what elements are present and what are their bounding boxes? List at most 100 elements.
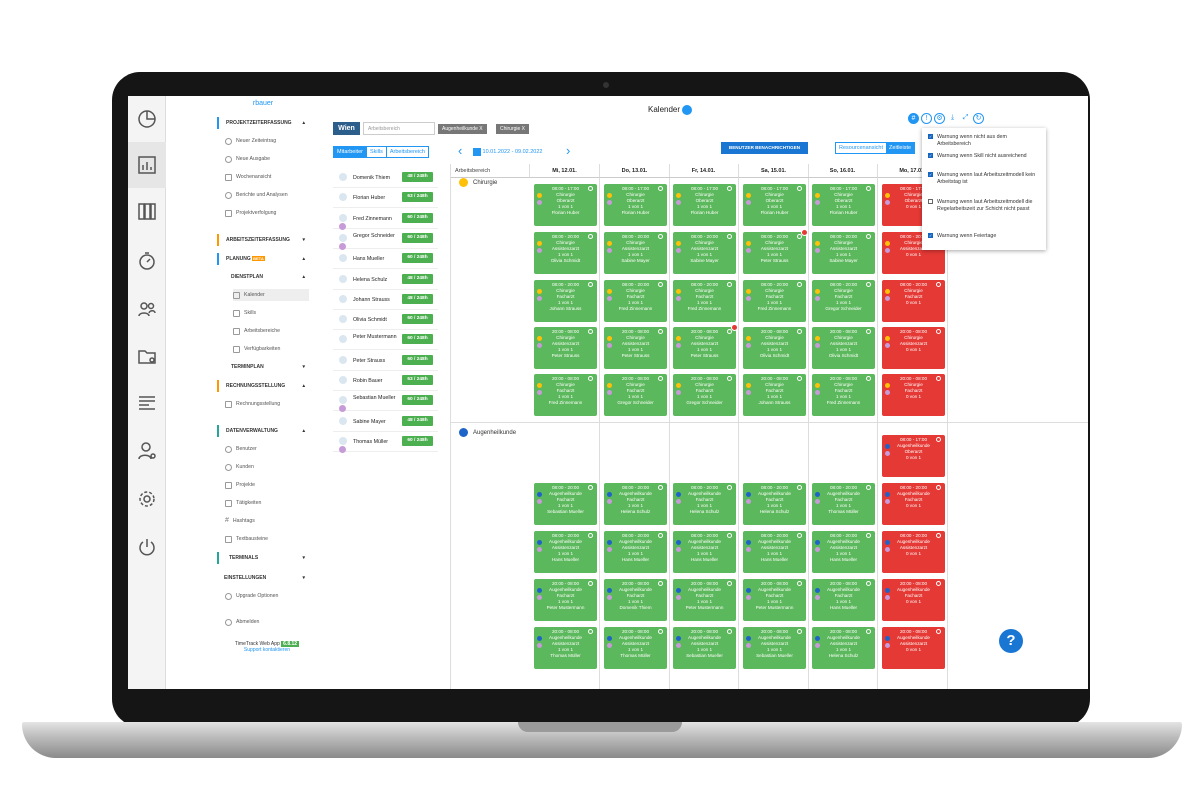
section-einstellungen[interactable]: EINSTELLUNGEN ▾: [217, 572, 309, 584]
shift-card[interactable]: 20:00 - 08:00 Augenheilkunde Assistenzarzt…: [534, 627, 597, 669]
team-settings-icon[interactable]: [128, 286, 166, 332]
nav-taetigkeiten[interactable]: Tätigkeiten: [225, 497, 309, 509]
shift-card[interactable]: 08:00 - 20:00 Augenheilkunde Facharzt 1 von…: [604, 483, 667, 525]
shift-card[interactable]: 20:00 - 08:00 Chirurgie Facharzt 1 von 1 Joh…: [743, 374, 806, 416]
shift-card[interactable]: 08:00 - 20:00 Augenheilkunde Assistenzarzt…: [534, 531, 597, 573]
filter-chip-chirurgie[interactable]: Chirurgie X: [496, 124, 530, 134]
shift-card[interactable]: 20:00 - 08:00 Augenheilkunde Assistenzarzt…: [673, 627, 736, 669]
shift-card[interactable]: 08:00 - 20:00 Chirurgie Assistenzarzt 1 von…: [534, 232, 597, 274]
warning-settings-icon[interactable]: !: [921, 113, 932, 124]
list-icon[interactable]: [128, 380, 166, 426]
shift-card[interactable]: 08:00 - 20:00 Chirurgie Assistenzarzt 1 von…: [604, 232, 667, 274]
shift-card[interactable]: 20:00 - 08:00 Augenheilkunde Assistenzarzt…: [882, 627, 945, 669]
shift-card[interactable]: 08:00 - 20:00 Chirurgie Facharzt 0 von 1: [882, 280, 945, 322]
shift-card[interactable]: 20:00 - 08:00 Chirurgie Assistenzarzt 1 von…: [743, 327, 806, 369]
employee-row[interactable]: Hans Mueller 60 / 248h: [333, 249, 438, 270]
tab-mitarbeiter[interactable]: Mitarbeiter: [334, 147, 367, 157]
filter-chip-augenheilkunde[interactable]: Augenheilkunde X: [438, 124, 487, 134]
warning-option[interactable]: ✓ Warnung wenn nicht aus dem Arbeitsberei…: [928, 134, 1041, 147]
shift-card[interactable]: 08:00 - 20:00 Chirurgie Assistenzarzt 1 von…: [673, 232, 736, 274]
help-button[interactable]: ?: [999, 629, 1023, 653]
date-range[interactable]: 10.01.2022 - 09.02.2022: [473, 146, 542, 158]
shift-card[interactable]: 08:00 - 20:00 Chirurgie Facharzt 1 von 1 Fre…: [743, 280, 806, 322]
employee-row[interactable]: Fred Zinnemann 60 / 248h: [333, 209, 438, 230]
shift-card[interactable]: 20:00 - 08:00 Augenheilkunde Assistenzarzt…: [604, 627, 667, 669]
shift-card[interactable]: 20:00 - 08:00 Chirurgie Facharzt 1 von 1 Gre…: [673, 374, 736, 416]
shift-card[interactable]: 08:00 - 20:00 Chirurgie Facharzt 1 von 1 Gre…: [812, 280, 875, 322]
nav-upgrade[interactable]: Upgrade Optionen: [225, 590, 309, 602]
shift-card[interactable]: 20:00 - 08:00 Augenheilkunde Facharzt 1 von…: [604, 579, 667, 621]
shift-card[interactable]: 20:00 - 08:00 Chirurgie Assistenzarzt 0 von…: [882, 327, 945, 369]
section-planung[interactable]: PLANUNG BETA ▴: [217, 253, 309, 265]
binders-icon[interactable]: [128, 188, 166, 234]
checkbox[interactable]: [928, 199, 933, 204]
nav-berichte[interactable]: Berichte und Analysen: [225, 189, 309, 201]
shift-card[interactable]: 20:00 - 08:00 Chirurgie Facharzt 1 von 1 Fre…: [812, 374, 875, 416]
section-datenverwaltung[interactable]: DATENVERWALTUNG ▴: [217, 425, 309, 437]
shift-card[interactable]: 08:00 - 20:00 Augenheilkunde Assistenzarzt…: [743, 531, 806, 573]
shift-card[interactable]: 08:00 - 20:00 Augenheilkunde Facharzt 1 von…: [743, 483, 806, 525]
nav-textbausteine[interactable]: Textbausteine: [225, 533, 309, 545]
employee-row[interactable]: Gregor Schneider 60 / 248h: [333, 229, 438, 250]
section-arbeitszeiterfassung[interactable]: ARBEITSZEITERFASSUNG ▾: [217, 234, 309, 246]
tab-arbeitsbereich[interactable]: Arbeitsbereich: [389, 149, 425, 155]
nav-skills[interactable]: Skills: [233, 307, 309, 319]
shift-card[interactable]: 08:00 - 17:00 Chirurgie Oberarzt 1 von 1 Flo…: [743, 184, 806, 226]
prev-arrow-icon[interactable]: ‹: [458, 143, 463, 158]
subsection-dienstplan[interactable]: DIENSTPLAN ▴: [217, 271, 309, 283]
tab-zeitleiste[interactable]: Zeitleiste: [886, 143, 915, 153]
shift-card[interactable]: 20:00 - 08:00 Augenheilkunde Facharzt 0 von…: [882, 579, 945, 621]
employee-row[interactable]: Florian Huber 63 / 248h: [333, 188, 438, 209]
employee-row[interactable]: Thomas Müller 60 / 248h: [333, 432, 438, 453]
warning-option[interactable]: ✓ Warnung wenn Skill nicht ausreichend: [928, 153, 1041, 160]
shift-card[interactable]: 08:00 - 20:00 Chirurgie Facharzt 1 von 1 Fre…: [604, 280, 667, 322]
next-arrow-icon[interactable]: ›: [566, 143, 571, 158]
shift-card[interactable]: 20:00 - 08:00 Chirurgie Facharzt 1 von 1 Fre…: [534, 374, 597, 416]
nav-kalender[interactable]: Kalender: [233, 289, 309, 301]
warning-badge[interactable]: [731, 324, 738, 331]
shift-card[interactable]: 08:00 - 17:00 Chirurgie Oberarzt 1 von 1 Flo…: [673, 184, 736, 226]
shift-card[interactable]: 08:00 - 20:00 Augenheilkunde Assistenzarzt…: [604, 531, 667, 573]
user-settings-icon[interactable]: [128, 428, 166, 474]
username[interactable]: rbauer: [252, 100, 274, 107]
notify-users-button[interactable]: BENUTZER BENACHRICHTIGEN: [721, 142, 808, 154]
nav-projektverfolgung[interactable]: Projektverfolgung: [225, 207, 309, 219]
nav-benutzer[interactable]: Benutzer: [225, 443, 309, 455]
expand-icon[interactable]: ⤢: [962, 114, 969, 121]
shift-card[interactable]: 08:00 - 20:00 Augenheilkunde Facharzt 1 von…: [812, 483, 875, 525]
tab-resourcenansicht[interactable]: Resourcenansicht: [839, 145, 884, 151]
shift-card[interactable]: 08:00 - 20:00 Augenheilkunde Assistenzarzt…: [673, 531, 736, 573]
checkbox[interactable]: ✓: [928, 153, 933, 158]
reports-chart-icon[interactable]: [128, 142, 166, 188]
checkbox[interactable]: ✓: [928, 172, 933, 177]
employee-row[interactable]: Sabine Mayer 48 / 248h: [333, 412, 438, 432]
day-header[interactable]: Fr, 14.01.: [669, 164, 739, 178]
employee-row[interactable]: Domenik Thiem 48 / 248h: [333, 168, 438, 188]
shift-card[interactable]: 20:00 - 08:00 Augenheilkunde Facharzt 1 von…: [534, 579, 597, 621]
hashtag-icon[interactable]: #: [908, 113, 919, 124]
shift-card[interactable]: 08:00 - 17:00 Chirurgie Oberarzt 1 von 1 Flo…: [604, 184, 667, 226]
day-header[interactable]: Do, 13.01.: [600, 164, 670, 178]
shift-card[interactable]: 20:00 - 08:00 Chirurgie Assistenzarzt 1 von…: [673, 324, 738, 369]
day-header[interactable]: So, 16.01.: [808, 164, 878, 178]
employee-row[interactable]: Olivia Schmidt 60 / 248h: [333, 310, 438, 331]
shift-card[interactable]: 08:00 - 20:00 Augenheilkunde Facharzt 1 von…: [673, 483, 736, 525]
warning-option[interactable]: Warnung wenn laut Arbeitszeitmodell die …: [928, 199, 1041, 212]
shift-card[interactable]: 20:00 - 08:00 Chirurgie Facharzt 0 von 1: [882, 374, 945, 416]
shift-card[interactable]: 08:00 - 20:00 Augenheilkunde Assistenzarzt…: [882, 531, 945, 573]
shift-card[interactable]: 20:00 - 08:00 Augenheilkunde Facharzt 1 von…: [812, 579, 875, 621]
employee-row[interactable]: Robin Bauer 63 / 248h: [333, 371, 438, 391]
shift-card[interactable]: 08:00 - 17:00 Chirurgie Oberarzt 1 von 1 Flo…: [812, 184, 875, 226]
shift-card[interactable]: 20:00 - 08:00 Chirurgie Facharzt 1 von 1 Gre…: [604, 374, 667, 416]
shift-card[interactable]: 20:00 - 08:00 Augenheilkunde Facharzt 1 von…: [673, 579, 736, 621]
nav-arbeitsbereiche[interactable]: Arbeitsbereiche: [233, 325, 309, 337]
shift-card[interactable]: 08:00 - 17:00 Augenheilkunde Oberarzt 0 von…: [882, 435, 945, 477]
location-label[interactable]: Wien: [333, 122, 360, 135]
nav-kunden[interactable]: Kunden: [225, 461, 309, 473]
employee-row[interactable]: Helena Schulz 48 / 248h: [333, 270, 438, 290]
shift-card[interactable]: 08:00 - 17:00 Chirurgie Oberarzt 1 von 1 Flo…: [534, 184, 597, 226]
shift-card[interactable]: 08:00 - 20:00 Chirurgie Assistenzarzt 1 von…: [743, 229, 808, 274]
shift-card[interactable]: 08:00 - 20:00 Augenheilkunde Facharzt 1 von…: [534, 483, 597, 525]
nav-rechnungsstellung[interactable]: Rechnungsstellung: [225, 398, 309, 410]
info-badge[interactable]: [682, 105, 693, 115]
